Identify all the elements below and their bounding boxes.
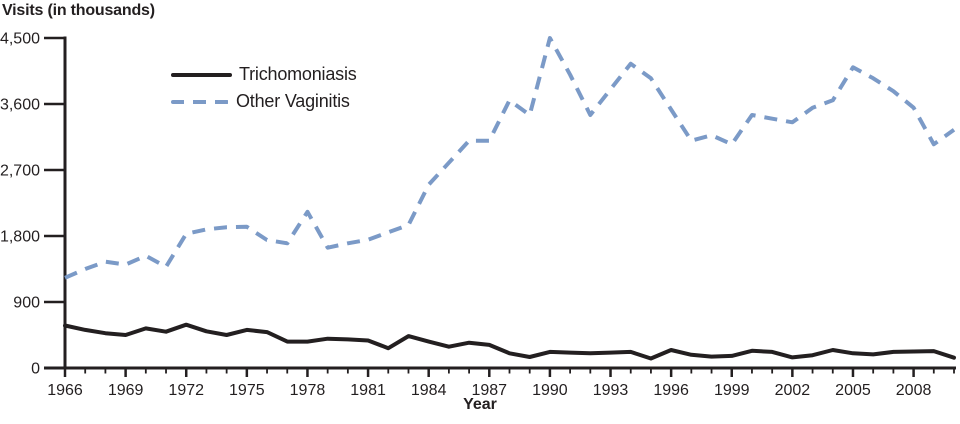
- x-tick-label: 1966: [47, 382, 83, 399]
- x-tick-label: 1990: [532, 382, 568, 399]
- x-tick-label: 2008: [896, 382, 932, 399]
- series-line-other-vaginitis: [64, 36, 956, 280]
- chart-title: Visits (in thousands): [2, 2, 155, 19]
- legend: Trichomoniasis Other Vaginitis: [171, 61, 357, 115]
- y-tick-label: 0: [31, 361, 40, 378]
- y-tick-label: 900: [13, 295, 40, 312]
- trichomoniasis-solid-line-swatch: [171, 72, 232, 77]
- legend-label-other-vaginitis: Other Vaginitis: [236, 91, 350, 111]
- x-tick-label: 1978: [290, 382, 326, 399]
- y-tick-label: 1,800: [0, 229, 40, 246]
- x-tick-label: 1993: [593, 382, 629, 399]
- y-tick-label: 3,600: [0, 97, 40, 114]
- legend-label-trichomoniasis: Trichomoniasis: [239, 64, 357, 84]
- y-tick-label: 2,700: [0, 163, 40, 180]
- x-tick-label: 1984: [411, 382, 447, 399]
- y-tick-label: 4,500: [0, 31, 40, 48]
- legend-item-trichomoniasis: Trichomoniasis: [171, 61, 357, 88]
- x-tick-label: 1975: [229, 382, 265, 399]
- x-tick-label: 1996: [653, 382, 689, 399]
- x-tick-label: 2002: [775, 382, 811, 399]
- x-tick-label: 1981: [350, 382, 386, 399]
- x-axis-title: Year: [463, 396, 497, 413]
- x-tick-label: 1999: [714, 382, 750, 399]
- series-line-trichomoniasis: [63, 322, 956, 361]
- x-tick-label: 1969: [108, 382, 144, 399]
- x-tick-label: 2005: [835, 382, 871, 399]
- x-tick-label: 1987: [471, 382, 507, 399]
- legend-item-other-vaginitis: Other Vaginitis: [171, 88, 357, 115]
- x-tick-label: 1972: [168, 382, 204, 399]
- other-vaginitis-dashed-line-swatch: [171, 99, 229, 104]
